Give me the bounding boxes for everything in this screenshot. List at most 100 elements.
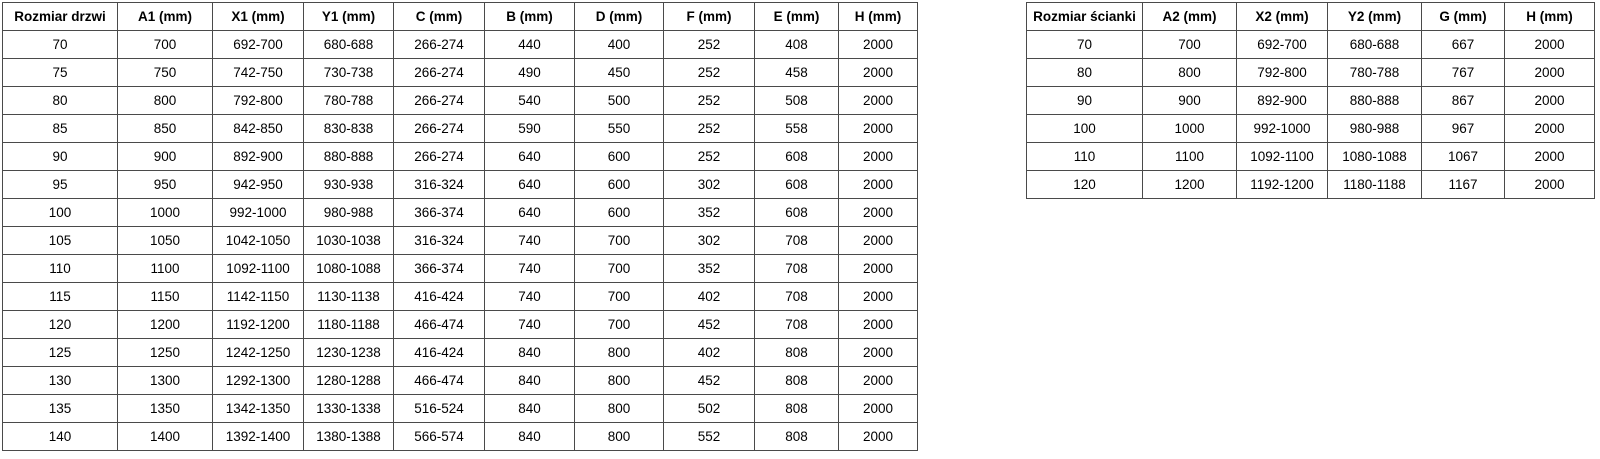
- table-cell: 740: [484, 226, 575, 255]
- table-row: 95 950 942-950 930-938 316-324 640 600 302 608 20…: [2, 170, 918, 199]
- column-header: C (mm): [393, 2, 485, 31]
- wall-panel-size-table: Rozmiar ścianki A2 (mm) X2 (mm) Y2 (mm) G (m…: [1026, 2, 1595, 199]
- table-cell: 302: [663, 226, 755, 255]
- table-cell: 1142-1150: [212, 282, 304, 311]
- table-cell: 458: [754, 58, 839, 87]
- table-cell: 2000: [838, 282, 918, 311]
- table-cell: 980-988: [303, 198, 394, 227]
- table-cell: 700: [574, 254, 664, 283]
- table-cell: 1067: [1421, 142, 1505, 171]
- table-cell: 252: [663, 58, 755, 87]
- table-cell: 880-888: [1327, 86, 1422, 115]
- table-cell: 980-988: [1327, 114, 1422, 143]
- table-cell: 408: [754, 30, 839, 59]
- table-cell: 566-574: [393, 422, 485, 451]
- table-cell: 1280-1288: [303, 366, 394, 395]
- column-header: H (mm): [1504, 2, 1595, 31]
- table-cell: 608: [754, 142, 839, 171]
- table-cell: 2000: [1504, 86, 1595, 115]
- table-cell: 1100: [1142, 142, 1237, 171]
- table-row: 120 1200 1192-1200 1180-1188 466-474 740 700 45…: [2, 310, 918, 339]
- table-row: 70 700 692-700 680-688 667 2000: [1026, 30, 1595, 59]
- table-cell: 70: [1026, 30, 1143, 59]
- table-cell: 416-424: [393, 282, 485, 311]
- table-row: 140 1400 1392-1400 1380-1388 566-574 840 800 55…: [2, 422, 918, 451]
- table-cell: 808: [754, 394, 839, 423]
- column-header: A1 (mm): [117, 2, 213, 31]
- table-row: 130 1300 1292-1300 1280-1288 466-474 840 800 45…: [2, 366, 918, 395]
- table-cell: 740: [484, 254, 575, 283]
- table-cell: 452: [663, 366, 755, 395]
- table-cell: 2000: [838, 226, 918, 255]
- table-cell: 90: [2, 142, 118, 171]
- table-cell: 2000: [838, 422, 918, 451]
- table-cell: 1380-1388: [303, 422, 394, 451]
- table-cell: 640: [484, 198, 575, 227]
- table-cell: 552: [663, 422, 755, 451]
- table-cell: 105: [2, 226, 118, 255]
- table-cell: 992-1000: [212, 198, 304, 227]
- table-cell: 750: [117, 58, 213, 87]
- table-row: 100 1000 992-1000 980-988 967 2000: [1026, 114, 1595, 143]
- table-cell: 80: [2, 86, 118, 115]
- table-cell: 708: [754, 254, 839, 283]
- table-cell: 780-788: [1327, 58, 1422, 87]
- table-cell: 490: [484, 58, 575, 87]
- table-cell: 266-274: [393, 58, 485, 87]
- table-cell: 80: [1026, 58, 1143, 87]
- table-cell: 440: [484, 30, 575, 59]
- table-cell: 2000: [838, 310, 918, 339]
- table-cell: 70: [2, 30, 118, 59]
- table-cell: 2000: [838, 114, 918, 143]
- table-cell: 992-1000: [1236, 114, 1328, 143]
- table-row: 80 800 792-800 780-788 767 2000: [1026, 58, 1595, 87]
- table-cell: 75: [2, 58, 118, 87]
- table-cell: 2000: [838, 142, 918, 171]
- table-cell: 808: [754, 338, 839, 367]
- table-cell: 1080-1088: [303, 254, 394, 283]
- table-cell: 1392-1400: [212, 422, 304, 451]
- table-cell: 1167: [1421, 170, 1505, 199]
- table-cell: 892-900: [1236, 86, 1328, 115]
- table-cell: 800: [574, 394, 664, 423]
- table-cell: 1330-1338: [303, 394, 394, 423]
- table-cell: 742-750: [212, 58, 304, 87]
- table-cell: 640: [484, 142, 575, 171]
- column-header: Y2 (mm): [1327, 2, 1422, 31]
- table-cell: 2000: [838, 254, 918, 283]
- table-cell: 2000: [1504, 170, 1595, 199]
- column-header: H (mm): [838, 2, 918, 31]
- table-row: 110 1100 1092-1100 1080-1088 1067 2000: [1026, 142, 1595, 171]
- table-cell: 708: [754, 310, 839, 339]
- table-cell: 1200: [117, 310, 213, 339]
- table-cell: 402: [663, 338, 755, 367]
- table-cell: 1050: [117, 226, 213, 255]
- table-cell: 2000: [1504, 30, 1595, 59]
- table-cell: 1192-1200: [1236, 170, 1328, 199]
- table-cell: 2000: [838, 198, 918, 227]
- table-cell: 1092-1100: [1236, 142, 1328, 171]
- table-cell: 500: [574, 86, 664, 115]
- table-cell: 667: [1421, 30, 1505, 59]
- table-cell: 2000: [838, 366, 918, 395]
- table-cell: 850: [117, 114, 213, 143]
- table-cell: 2000: [838, 58, 918, 87]
- table-cell: 1350: [117, 394, 213, 423]
- column-header: F (mm): [663, 2, 755, 31]
- table-cell: 1400: [117, 422, 213, 451]
- table-cell: 450: [574, 58, 664, 87]
- table-cell: 892-900: [212, 142, 304, 171]
- table-cell: 110: [1026, 142, 1143, 171]
- table-cell: 1000: [1142, 114, 1237, 143]
- table-cell: 1180-1188: [1327, 170, 1422, 199]
- table-cell: 508: [754, 86, 839, 115]
- table-cell: 680-688: [1327, 30, 1422, 59]
- table-cell: 1030-1038: [303, 226, 394, 255]
- table-cell: 692-700: [1236, 30, 1328, 59]
- table-cell: 100: [1026, 114, 1143, 143]
- table-cell: 416-424: [393, 338, 485, 367]
- table-cell: 767: [1421, 58, 1505, 87]
- table-cell: 950: [117, 170, 213, 199]
- table-cell: 1342-1350: [212, 394, 304, 423]
- table-cell: 502: [663, 394, 755, 423]
